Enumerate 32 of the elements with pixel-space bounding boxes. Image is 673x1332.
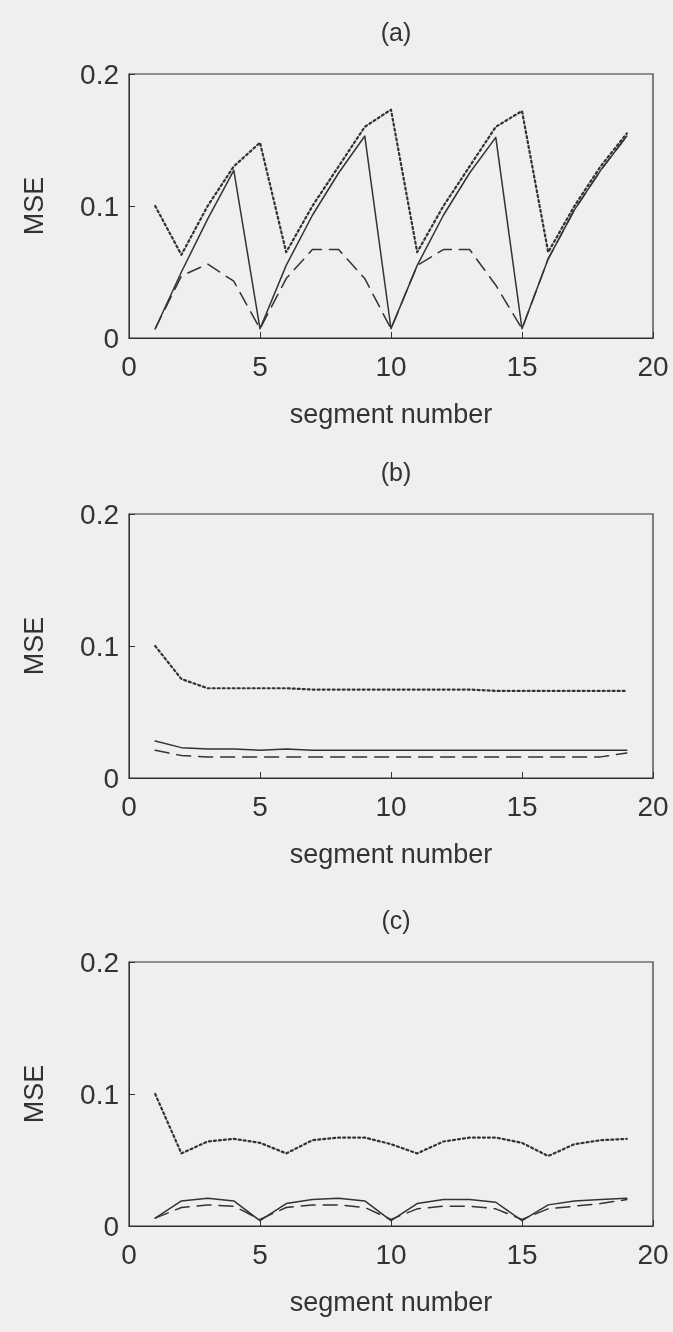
y-tick-label: 0.2 xyxy=(80,498,119,530)
x-tick-label: 15 xyxy=(506,790,538,822)
y-axis-title: MSE xyxy=(18,1064,49,1124)
x-tick-label: 15 xyxy=(506,1238,538,1270)
y-tick-label: 0.1 xyxy=(80,190,119,222)
x-tick-label: 15 xyxy=(506,350,538,382)
line-series xyxy=(154,1092,628,1158)
y-tick-label: 0.1 xyxy=(80,630,119,662)
x-tick-label: 20 xyxy=(637,1238,669,1270)
y-tick-label: 0 xyxy=(103,322,119,354)
y-axis-title: MSE xyxy=(18,176,49,236)
y-axis-title: MSE xyxy=(18,616,49,676)
line-series xyxy=(154,644,628,692)
x-axis-title: segment number xyxy=(289,838,493,869)
y-tick-label: 0 xyxy=(103,1210,119,1242)
x-tick-label: 5 xyxy=(252,350,268,382)
x-tick-label: 10 xyxy=(375,1238,407,1270)
y-tick-label: 0.2 xyxy=(80,58,119,90)
x-tick-label: 10 xyxy=(375,350,407,382)
chart-title: (b) xyxy=(380,457,412,486)
y-tick-label: 0.2 xyxy=(80,946,119,978)
x-tick-label: 20 xyxy=(637,790,669,822)
x-axis-title: segment number xyxy=(289,1286,493,1317)
x-tick-label: 20 xyxy=(637,350,669,382)
x-tick-label: 5 xyxy=(252,1238,268,1270)
x-tick-label: 5 xyxy=(252,790,268,822)
y-tick-label: 0.1 xyxy=(80,1078,119,1110)
x-axis-title: segment number xyxy=(289,398,493,429)
y-tick-label: 0 xyxy=(103,762,119,794)
chart-title: (c) xyxy=(381,905,411,934)
chart-title: (a) xyxy=(380,17,412,46)
x-tick-label: 10 xyxy=(375,790,407,822)
